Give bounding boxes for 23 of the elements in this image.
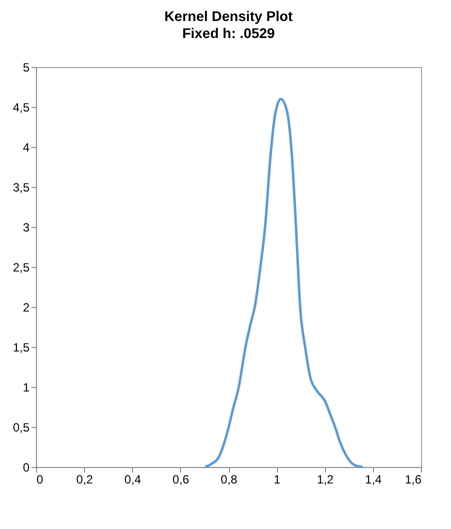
y-tick-label: 2 xyxy=(22,300,30,314)
y-tick-label: 1,5 xyxy=(12,340,30,354)
chart-subtitle: Fixed h: .0529 xyxy=(182,25,276,41)
y-tick-label: 1 xyxy=(22,380,30,394)
x-tick-label: 0,2 xyxy=(76,472,94,486)
x-tick-label: 1 xyxy=(274,472,281,486)
chart-title: Kernel Density Plot xyxy=(164,8,294,24)
x-tick-label: 1,6 xyxy=(404,472,422,486)
x-tick-label: 0,8 xyxy=(220,472,238,486)
x-tick-label: 0 xyxy=(36,472,44,486)
y-tick-label: 4,5 xyxy=(12,100,30,114)
line-series xyxy=(204,98,364,468)
y-tick-label: 0 xyxy=(22,460,30,474)
y-tick-label: 2,5 xyxy=(12,260,30,274)
y-tick-label: 3 xyxy=(22,220,30,234)
y-tick-label: 0,5 xyxy=(12,420,30,434)
x-tick-label: 0,4 xyxy=(124,472,142,486)
y-tick-label: 4 xyxy=(22,140,30,154)
x-tick-label: 1,4 xyxy=(365,472,382,486)
x-tick-label: 1,2 xyxy=(316,472,334,486)
y-tick-label: 5 xyxy=(22,60,30,74)
y-tick-label: 3,5 xyxy=(12,180,30,194)
x-tick-label: 0,6 xyxy=(172,472,190,486)
